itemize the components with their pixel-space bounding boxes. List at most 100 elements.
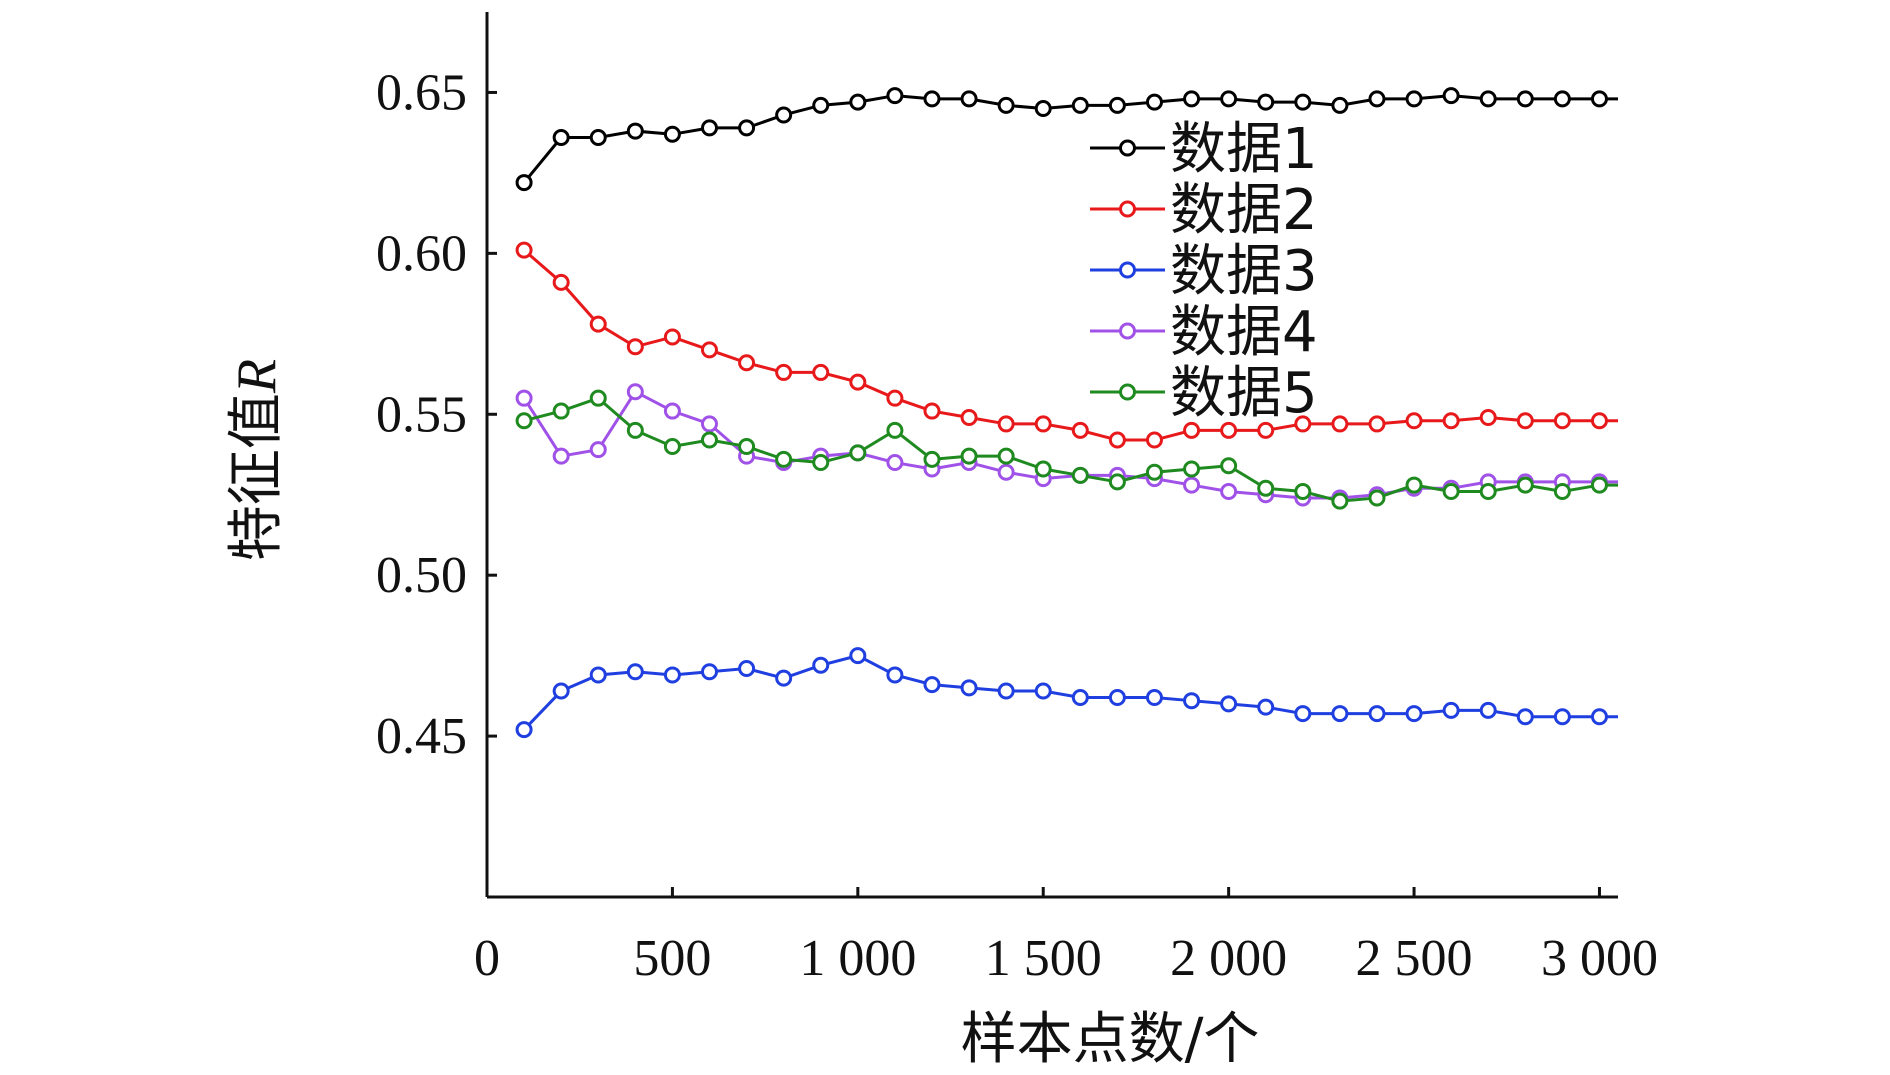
data-point <box>849 647 867 665</box>
x-tick-label: 3 000 <box>1541 930 1658 987</box>
data-point <box>960 679 978 697</box>
data-point <box>923 450 941 468</box>
y-tick-label: 0.65 <box>376 64 467 121</box>
data-point <box>552 447 570 465</box>
x-tick-label: 1 000 <box>799 930 916 987</box>
legend-label: 数据3 <box>1170 239 1318 304</box>
data-point <box>1516 708 1534 726</box>
data-point <box>775 106 793 124</box>
data-point <box>775 450 793 468</box>
data-point <box>1145 463 1163 481</box>
data-point <box>997 463 1015 481</box>
data-point <box>1183 476 1201 494</box>
legend-marker <box>1119 200 1136 218</box>
data-point <box>738 119 756 137</box>
data-point <box>812 96 830 114</box>
data-point <box>1034 682 1052 700</box>
data-point <box>515 389 533 407</box>
data-point <box>700 431 718 449</box>
data-point <box>1108 431 1126 449</box>
data-point <box>1516 90 1534 108</box>
data-point <box>886 454 904 472</box>
data-point <box>775 363 793 381</box>
data-point <box>1108 688 1126 706</box>
data-point <box>1220 90 1238 108</box>
series-3 <box>515 647 1618 739</box>
series-1 <box>515 87 1618 192</box>
data-point <box>626 421 644 439</box>
chart-axes <box>485 12 1618 899</box>
data-point <box>626 338 644 356</box>
data-point <box>1590 708 1608 726</box>
data-point <box>1516 412 1534 430</box>
data-point <box>1257 698 1275 716</box>
data-point <box>589 666 607 684</box>
svg-text:特征值R: 特征值R <box>224 359 289 561</box>
data-point <box>812 454 830 472</box>
data-point <box>960 447 978 465</box>
data-point <box>1071 466 1089 484</box>
data-point <box>1183 692 1201 710</box>
data-point <box>1516 476 1534 494</box>
legend-label: 数据1 <box>1170 117 1318 182</box>
data-point <box>552 402 570 420</box>
data-point <box>589 315 607 333</box>
data-point <box>1257 479 1275 497</box>
data-point <box>1220 421 1238 439</box>
data-point <box>812 656 830 674</box>
data-point <box>1331 492 1349 510</box>
data-point <box>886 421 904 439</box>
legend-item: 数据3 <box>1090 239 1318 304</box>
data-point <box>1294 705 1312 723</box>
data-point <box>1034 100 1052 118</box>
data-point <box>1220 483 1238 501</box>
data-point <box>589 129 607 147</box>
data-point <box>997 682 1015 700</box>
data-point <box>1071 421 1089 439</box>
legend-label: 数据5 <box>1170 361 1318 426</box>
data-point <box>812 363 830 381</box>
data-point <box>1479 483 1497 501</box>
data-point <box>515 412 533 430</box>
data-point <box>663 125 681 143</box>
y-tick-label: 0.60 <box>376 225 467 282</box>
data-point <box>626 383 644 401</box>
data-point <box>1405 705 1423 723</box>
data-point <box>1479 90 1497 108</box>
data-point <box>1145 93 1163 111</box>
legend-item: 数据4 <box>1090 300 1318 365</box>
data-point <box>1442 412 1460 430</box>
data-point <box>515 721 533 739</box>
series-5 <box>515 389 1618 510</box>
data-point <box>1220 457 1238 475</box>
data-point <box>1331 415 1349 433</box>
series-layer <box>515 87 1618 739</box>
legend-marker <box>1119 261 1136 279</box>
data-point <box>923 90 941 108</box>
data-point <box>886 389 904 407</box>
legend-label: 数据4 <box>1170 300 1318 365</box>
data-point <box>1183 421 1201 439</box>
data-point <box>960 90 978 108</box>
data-point <box>1220 695 1238 713</box>
y-tick-label: 0.55 <box>376 386 467 443</box>
data-point <box>1442 701 1460 719</box>
data-point <box>1442 483 1460 501</box>
y-axis-title-var: R <box>226 359 288 394</box>
series-line <box>523 654 1618 731</box>
data-point <box>997 447 1015 465</box>
data-point <box>1368 415 1386 433</box>
data-point <box>1257 93 1275 111</box>
legend-marker <box>1119 383 1136 401</box>
data-point <box>923 676 941 694</box>
data-point <box>1331 705 1349 723</box>
data-point <box>515 241 533 259</box>
data-point <box>700 415 718 433</box>
data-point <box>1145 431 1163 449</box>
y-tick-label: 0.45 <box>376 708 467 765</box>
data-point <box>997 96 1015 114</box>
x-tick-label: 0 <box>474 930 500 987</box>
data-point <box>738 660 756 678</box>
data-point <box>738 437 756 455</box>
